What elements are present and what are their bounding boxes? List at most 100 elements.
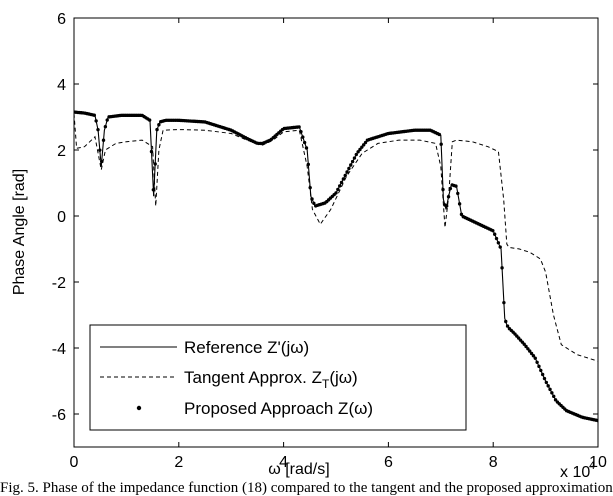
x-tick-label: 10 <box>589 454 607 471</box>
proposed-point <box>155 127 159 132</box>
legend-marker-proposed <box>136 405 142 411</box>
proposed-point <box>457 202 462 206</box>
proposed-point <box>339 180 344 185</box>
proposed-point <box>98 148 102 152</box>
legend-tangent-tail: (jω) <box>329 368 357 387</box>
proposed-point <box>456 191 460 196</box>
legend-tangent-main: Tangent Approx. Z <box>184 368 322 387</box>
legend-label-reference: Reference Z'(jω) <box>184 338 309 357</box>
y-tick-label: 2 <box>57 143 66 160</box>
proposed-point <box>345 170 349 174</box>
proposed-point <box>504 319 508 324</box>
legend-label-proposed: Proposed Approach Z(ω) <box>184 399 373 418</box>
proposed-point <box>105 118 109 122</box>
proposed-point <box>522 342 526 346</box>
x-tick-label: 4 <box>279 454 288 471</box>
plot-frame <box>73 17 599 448</box>
proposed-point <box>337 184 342 188</box>
proposed-point <box>539 368 543 373</box>
proposed-point <box>492 232 497 236</box>
figure-caption: Fig. 5. Phase of the impedance function … <box>0 480 613 496</box>
y-tick-label: 6 <box>57 11 66 28</box>
y-tick-label: 4 <box>57 77 66 94</box>
x-tick-label: 8 <box>489 454 498 471</box>
proposed-point <box>448 186 453 191</box>
proposed-point <box>360 145 364 149</box>
legend-label-tangent: Tangent Approx. ZT(jω) <box>184 368 358 391</box>
proposed-point <box>505 324 510 328</box>
proposed-point <box>524 344 528 349</box>
proposed-point <box>349 163 353 167</box>
proposed-point <box>299 129 303 134</box>
y-tick-label: -6 <box>52 407 66 424</box>
proposed-point <box>502 300 506 305</box>
proposed-point <box>103 124 108 129</box>
y-tick-label: -2 <box>52 275 66 292</box>
proposed-point <box>445 204 449 208</box>
proposed-point <box>535 360 539 364</box>
proposed-point <box>548 387 552 392</box>
proposed-point <box>356 150 360 154</box>
proposed-point <box>157 123 161 127</box>
proposed-point <box>101 138 106 142</box>
x-multiplier-label: x 10 <box>560 464 590 480</box>
proposed-point <box>96 127 100 132</box>
proposed-point <box>526 347 530 351</box>
x-multiplier: x 10 4 <box>560 460 595 480</box>
proposed-point <box>312 201 316 206</box>
x-multiplier-exponent: 4 <box>589 460 595 472</box>
proposed-point <box>439 142 443 146</box>
proposed-point <box>553 398 558 402</box>
y-axis: -6 -4 -2 0 2 4 6 <box>52 11 598 424</box>
proposed-point <box>454 184 458 188</box>
x-tick-label: 6 <box>384 454 393 471</box>
proposed-point <box>498 245 502 249</box>
proposed-point <box>302 140 307 145</box>
series-proposed-points <box>74 110 598 423</box>
proposed-point <box>496 241 501 245</box>
x-axis: 0 2 4 6 8 10 <box>70 18 607 471</box>
legend-tangent-sub: T <box>322 377 330 391</box>
proposed-point <box>336 187 340 192</box>
x-axis-label: ω [rad/s] <box>268 461 329 478</box>
proposed-point <box>437 132 442 137</box>
proposed-point <box>149 149 154 154</box>
proposed-point <box>500 266 504 270</box>
legend: Reference Z'(jω) Tangent Approx. ZT(jω) … <box>89 324 467 431</box>
proposed-point <box>310 197 314 201</box>
proposed-point <box>347 166 351 171</box>
proposed-point <box>92 113 97 117</box>
proposed-point <box>304 146 309 150</box>
proposed-point <box>533 356 537 360</box>
proposed-point <box>94 119 98 123</box>
proposed-point <box>540 372 545 377</box>
proposed-point <box>363 140 368 145</box>
proposed-point <box>537 364 541 369</box>
proposed-point <box>343 173 347 178</box>
proposed-point <box>546 384 550 388</box>
proposed-point <box>494 236 499 241</box>
proposed-point <box>441 187 445 192</box>
proposed-point <box>528 349 532 353</box>
proposed-point <box>341 177 346 181</box>
x-tick-label: 2 <box>174 454 183 471</box>
proposed-point <box>151 188 156 192</box>
proposed-point <box>301 135 305 139</box>
proposed-point <box>552 394 556 399</box>
proposed-point <box>308 185 312 190</box>
proposed-point <box>542 376 547 381</box>
phase-angle-chart: 0 2 4 6 8 10 -6 -4 -2 0 2 4 6 Phase Angle [rad] ω [… <box>11 11 607 480</box>
proposed-point <box>550 391 554 395</box>
proposed-point <box>306 162 311 167</box>
proposed-point <box>352 156 357 160</box>
proposed-point <box>350 159 355 164</box>
proposed-point <box>297 125 301 129</box>
proposed-point <box>459 212 464 217</box>
proposed-point <box>529 351 534 356</box>
proposed-point <box>334 191 338 195</box>
proposed-point <box>446 195 451 199</box>
y-axis-label: Phase Angle [rad] <box>11 169 28 295</box>
x-tick-label: 0 <box>70 454 79 471</box>
proposed-point <box>147 118 152 122</box>
proposed-point <box>354 152 358 157</box>
